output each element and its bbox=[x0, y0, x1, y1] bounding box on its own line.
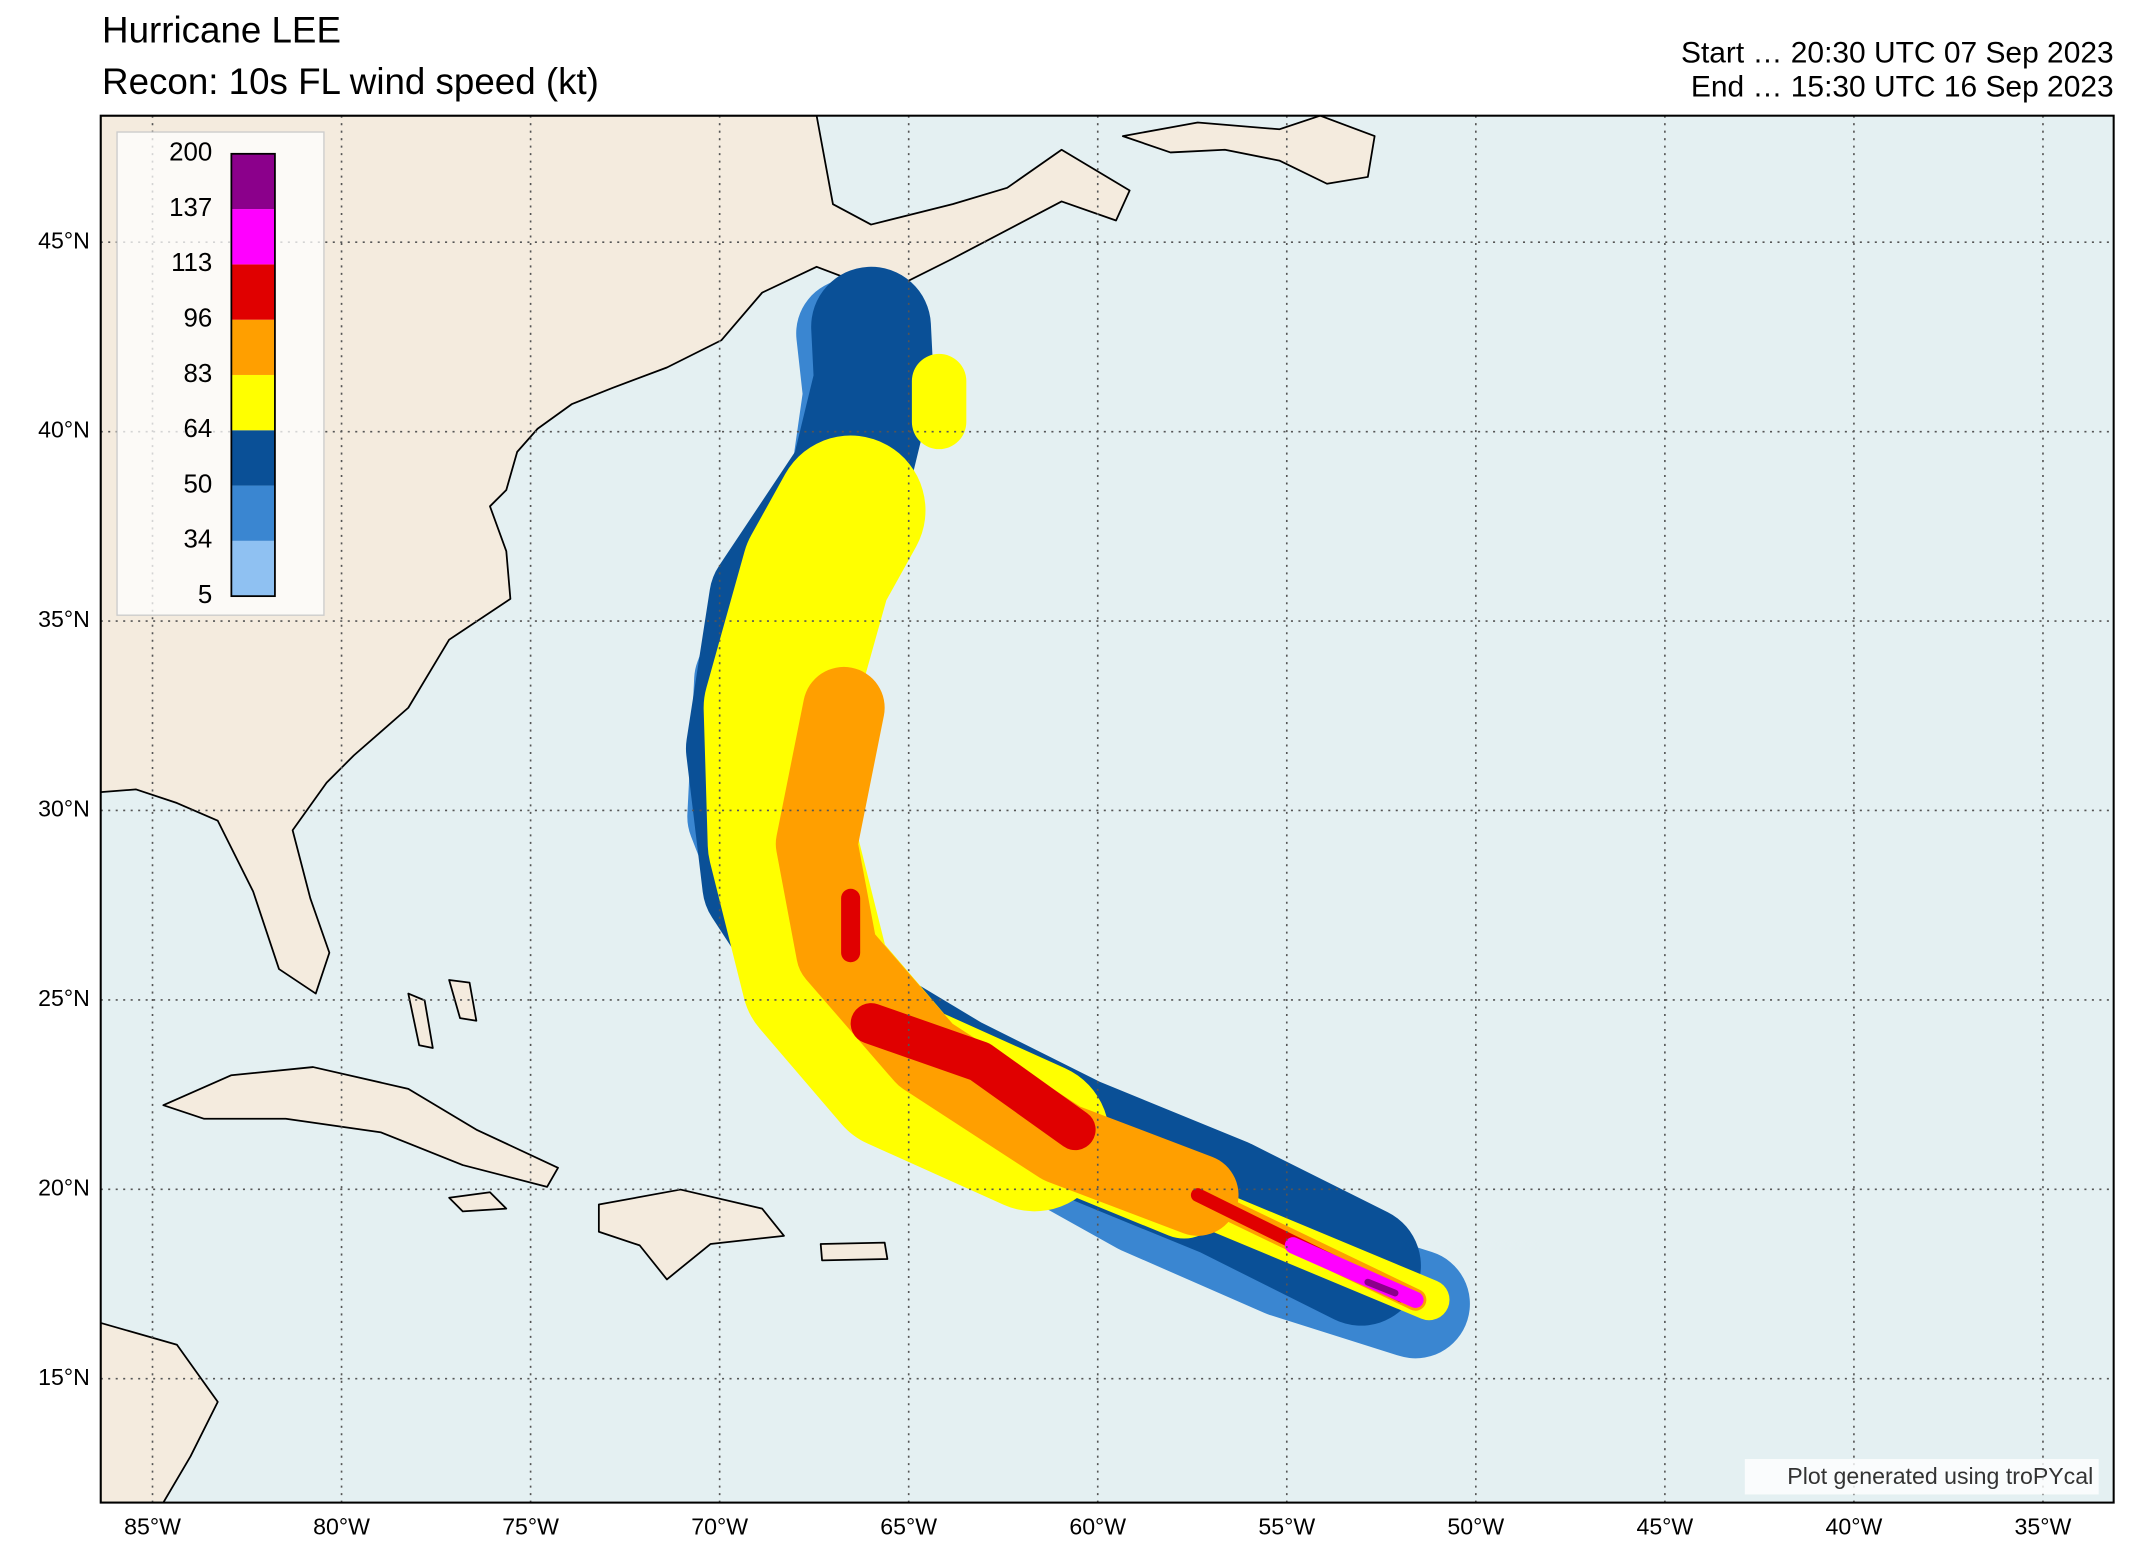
colorbar-segment bbox=[231, 153, 275, 210]
lon-tick-label: 60°W bbox=[1069, 1514, 1126, 1540]
colorbar-segment bbox=[231, 374, 275, 431]
subtitle: Recon: 10s FL wind speed (kt) bbox=[102, 61, 599, 102]
colorbar: 5 34 50 64 83 96 113 137 200 bbox=[169, 139, 276, 609]
lon-tick-label: 40°W bbox=[1826, 1514, 1883, 1540]
south-america bbox=[100, 1322, 219, 1503]
lat-tick-label: 35°N bbox=[38, 606, 90, 632]
lon-tick-label: 55°W bbox=[1258, 1514, 1315, 1540]
colorbar-segment bbox=[231, 264, 275, 320]
lat-tick-label: 40°N bbox=[38, 417, 90, 443]
lon-tick-label: 65°W bbox=[880, 1514, 937, 1540]
colorbar-segment bbox=[231, 430, 275, 486]
start-time: Start … 20:30 UTC 07 Sep 2023 bbox=[1681, 36, 2114, 69]
colorbar-label: 83 bbox=[184, 360, 213, 388]
colorbar-outline bbox=[230, 152, 276, 598]
map-body: 5 34 50 64 83 96 113 137 200 Plot generated usin… bbox=[100, 115, 2114, 1503]
puerto-rico bbox=[819, 1241, 889, 1262]
newfoundland bbox=[1121, 115, 1376, 185]
colorbar-segment bbox=[231, 209, 275, 265]
map-frame bbox=[99, 114, 2115, 1504]
lat-tick-label: 20°N bbox=[38, 1174, 90, 1200]
credit: Plot generated using troPYcal bbox=[1787, 1463, 2093, 1489]
cuba bbox=[162, 1066, 559, 1188]
north-america bbox=[100, 115, 1131, 995]
colorbar-label: 50 bbox=[184, 470, 213, 498]
colorbar-label: 113 bbox=[171, 249, 212, 277]
colorbar-label: 96 bbox=[184, 305, 213, 333]
lon-tick-label: 70°W bbox=[691, 1514, 748, 1540]
title: Hurricane LEE bbox=[102, 9, 341, 50]
colorbar-label: 200 bbox=[169, 139, 212, 167]
lon-tick-label: 85°W bbox=[124, 1514, 181, 1540]
colorbar-segment bbox=[231, 319, 275, 375]
colorbar-label: 137 bbox=[169, 194, 212, 222]
hispaniola bbox=[597, 1188, 785, 1281]
lon-tick-label: 45°W bbox=[1636, 1514, 1693, 1540]
colorbar-panel bbox=[116, 131, 325, 616]
colorbar-segment bbox=[231, 540, 275, 597]
colorbar-label: 5 bbox=[198, 581, 212, 609]
graticule bbox=[100, 115, 2114, 1503]
jamaica bbox=[448, 1191, 508, 1213]
lon-tick-label: 50°W bbox=[1447, 1514, 1504, 1540]
lat-tick-label: 15°N bbox=[38, 1364, 90, 1390]
colorbar-segment bbox=[231, 485, 275, 541]
lat-tick-label: 30°N bbox=[38, 796, 90, 822]
wind-swath bbox=[685, 266, 1470, 1359]
lon-tick-label: 80°W bbox=[313, 1514, 370, 1540]
lat-tick-label: 45°N bbox=[38, 227, 90, 253]
colorbar-label: 64 bbox=[184, 415, 213, 443]
lon-tick-label: 75°W bbox=[502, 1514, 559, 1540]
colorbar-label: 34 bbox=[184, 526, 213, 554]
lat-tick-label: 25°N bbox=[38, 985, 90, 1011]
land bbox=[100, 115, 1376, 1503]
axis-labels: 85°W 80°W 75°W 70°W 65°W 60°W 55°W 50°W 45°W 40°W… bbox=[38, 227, 2071, 1539]
lon-tick-label: 35°W bbox=[2015, 1514, 2072, 1540]
credit-box bbox=[1744, 1459, 2099, 1495]
end-time: End … 15:30 UTC 16 Sep 2023 bbox=[1691, 70, 2114, 103]
bahamas bbox=[407, 979, 478, 1049]
